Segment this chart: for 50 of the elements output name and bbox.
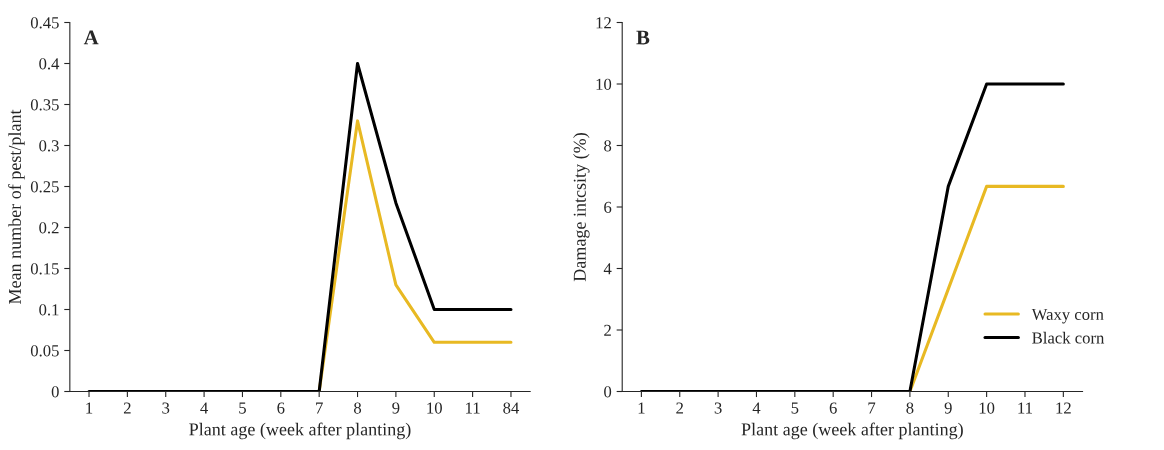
x-tick-label: 5: [239, 402, 246, 414]
x-tick-label: 6: [277, 402, 285, 414]
x-tick-label: 1: [638, 402, 645, 414]
y-tick-label: 0.15: [30, 263, 59, 275]
x-tick-label: 4: [200, 402, 208, 414]
y-tick-label: 0: [604, 386, 612, 398]
x-tick-label: 12: [1056, 402, 1071, 414]
y-tick-label: 0.25: [30, 181, 59, 193]
y-tick-label: 6: [604, 201, 612, 213]
x-tick-label: 10: [979, 402, 995, 414]
x-tick-label: 6: [829, 402, 837, 414]
x-tick-label: 7: [316, 402, 323, 414]
y-tick-label: 2: [604, 324, 611, 336]
y-tick-label: 0.35: [30, 99, 59, 111]
x-tick-label: 11: [466, 402, 480, 414]
x-tick-label: 7: [868, 402, 876, 414]
chart-title: B: [636, 30, 650, 45]
x-tick-label: 11: [1018, 402, 1032, 414]
y-tick-label: 0.1: [39, 304, 59, 316]
line-series: [87, 61, 513, 392]
y-axis-title: Mean number of pest/plant: [8, 109, 25, 305]
x-tick-label: 3: [714, 402, 722, 414]
y-tick-label: 0.45: [30, 17, 59, 29]
x-tick-label: 8: [906, 402, 914, 414]
x-tick-label: 84: [503, 402, 520, 414]
x-tick-label: 9: [944, 402, 952, 414]
x-tick-label: 3: [162, 402, 170, 414]
x-axis-title: Plant age (week after planting): [189, 422, 411, 440]
y-tick-label: 12: [596, 17, 611, 29]
chart-title: A: [83, 30, 99, 45]
y-tick-label: 8: [604, 140, 612, 152]
y-tick-label: 0: [51, 386, 59, 398]
x-tick-label: 4: [752, 402, 761, 414]
legend-label: Black corn: [1032, 331, 1105, 344]
x-tick-label: 9: [392, 402, 400, 414]
x-tick-label: 2: [676, 402, 683, 414]
y-tick-label: 4: [603, 263, 612, 275]
y-axis-title: Damage intcsity (%): [573, 133, 590, 282]
x-tick-label: 8: [354, 402, 362, 414]
y-tick-label: 0.2: [39, 222, 59, 234]
x-axis-title: Plant age (week after planting): [741, 422, 963, 440]
x-tick-label: 5: [791, 402, 799, 414]
y-tick-label: 0.05: [30, 345, 59, 357]
y-tick-label: 10: [596, 78, 612, 90]
x-tick-label: 1: [86, 402, 93, 414]
x-tick-label: 10: [427, 402, 442, 414]
x-tick-label: 2: [123, 402, 131, 414]
legend-label: Waxy corn: [1031, 308, 1104, 324]
y-tick-label: 0.4: [39, 58, 60, 70]
y-tick-label: 0.3: [39, 140, 59, 152]
